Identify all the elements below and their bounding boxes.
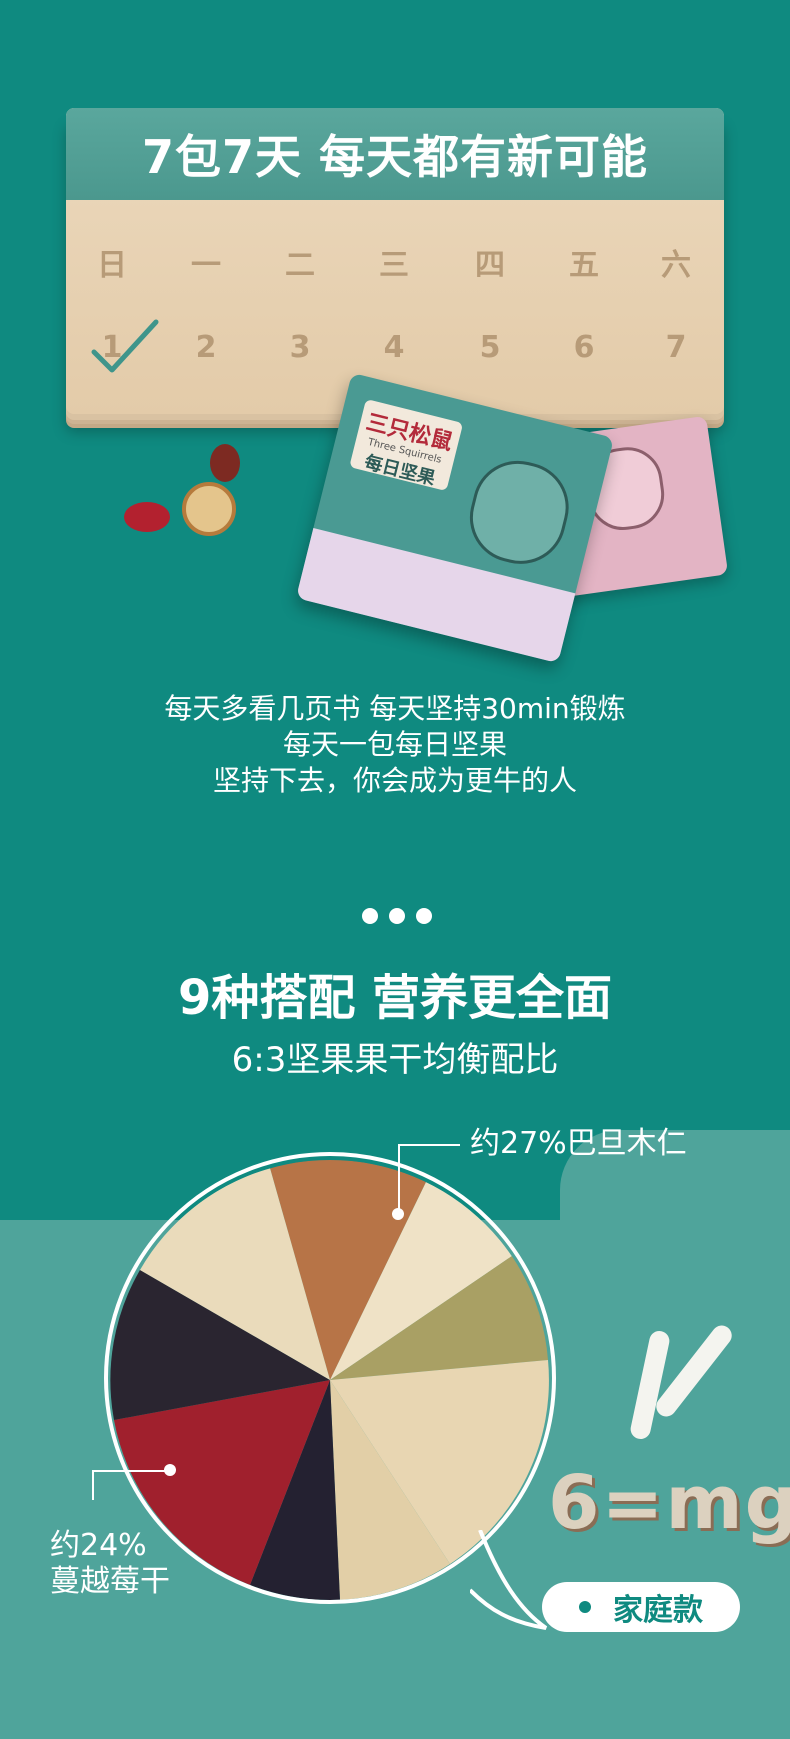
cranberry-callout-line-v bbox=[92, 1470, 94, 1500]
day-2: 2 bbox=[195, 330, 217, 365]
speech-bubble-tail bbox=[470, 1530, 548, 1630]
brand-logo: 三只松鼠 Three Squirrels 每日坚果 bbox=[349, 398, 464, 492]
slogan-line-3: 坚持下去，你会成为更牛的人 bbox=[212, 764, 577, 797]
cranberry bbox=[124, 502, 170, 532]
calendar-header: 7包7天 每天都有新可能 bbox=[66, 108, 724, 200]
family-pack-badge: 家庭款 bbox=[542, 1582, 740, 1632]
section-subtitle: 6:3坚果果干均衡配比 bbox=[231, 1040, 559, 1080]
checkmark-icon bbox=[91, 319, 159, 373]
dried-jujube bbox=[210, 444, 240, 482]
speech-bubble-outline bbox=[104, 1152, 556, 1604]
nut-lettering: 6=mg bbox=[548, 1460, 790, 1546]
almond-callout-line-v bbox=[398, 1144, 400, 1214]
dot bbox=[416, 908, 432, 924]
weekday-sat: 六 bbox=[661, 248, 691, 283]
badge-text: 家庭款 bbox=[613, 1593, 703, 1628]
weekday-thu: 四 bbox=[475, 248, 505, 283]
section-divider-dots bbox=[362, 908, 432, 924]
weekday-tue: 二 bbox=[285, 248, 315, 283]
weekday-mon: 一 bbox=[191, 248, 221, 283]
cranberry-label-percent: 约24% bbox=[50, 1528, 147, 1563]
day-6: 6 bbox=[573, 330, 595, 365]
cranberry-callout-line-h bbox=[92, 1470, 168, 1472]
day-7: 7 bbox=[665, 330, 687, 365]
weekday-fri: 五 bbox=[569, 248, 599, 283]
calendar-card: 7包7天 每天都有新可能 日 一 二 三 四 五 六 1 2 3 4 5 6 7 bbox=[66, 108, 724, 414]
slogan-line-1: 每天多看几页书 每天坚持30min锻炼 bbox=[164, 692, 626, 725]
cranberry-callout-dot bbox=[164, 1464, 176, 1476]
day-5: 5 bbox=[479, 330, 501, 365]
almond-label: 约27%巴旦木仁 bbox=[470, 1126, 687, 1161]
dot bbox=[389, 908, 405, 924]
day-3: 3 bbox=[289, 330, 311, 365]
calendar-title: 7包7天 每天都有新可能 bbox=[141, 130, 649, 184]
slogan-line-2: 每天一包每日坚果 bbox=[282, 728, 507, 761]
dot bbox=[362, 908, 378, 924]
almond-callout-dot bbox=[392, 1208, 404, 1220]
day-4: 4 bbox=[383, 330, 405, 365]
day-1: 1 bbox=[101, 330, 123, 365]
character-illustration bbox=[460, 451, 579, 574]
almond-callout-line-h bbox=[398, 1144, 460, 1146]
cranberry-label-name: 蔓越莓干 bbox=[50, 1564, 170, 1599]
weekday-sun: 日 bbox=[97, 248, 127, 283]
weekday-wed: 三 bbox=[379, 248, 409, 283]
section-title: 9种搭配 营养更全面 bbox=[177, 970, 613, 1026]
badge-dot bbox=[579, 1601, 591, 1613]
longan bbox=[182, 482, 236, 536]
